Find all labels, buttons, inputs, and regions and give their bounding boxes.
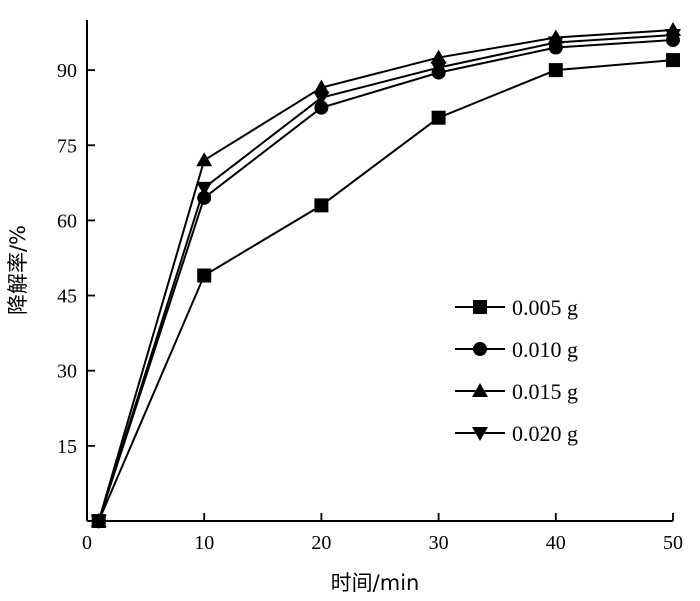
legend-marker [473, 300, 487, 314]
data-point [548, 63, 563, 78]
y-tick-label: 75 [57, 135, 77, 157]
legend-label: 0.015 g [512, 379, 578, 404]
data-point [547, 36, 564, 51]
data-point [314, 198, 329, 213]
legend: 0.005 g 0.010 g 0.015 g 0.020 g [455, 295, 578, 446]
series-line [97, 59, 674, 522]
y-tick-label: 15 [57, 436, 77, 458]
x-axis-ticks: 0 10 20 30 40 50 [82, 513, 683, 554]
legend-label: 0.010 g [512, 337, 578, 362]
y-tick-label: 90 [57, 60, 77, 82]
legend-item: 0.005 g [455, 295, 578, 320]
data-point [197, 268, 212, 283]
data-point [196, 152, 213, 167]
y-tick-label: 30 [57, 361, 77, 383]
data-point [430, 61, 447, 76]
x-tick-label: 30 [429, 532, 449, 554]
legend-label: 0.020 g [512, 421, 578, 446]
x-tick-label: 0 [82, 532, 92, 554]
x-tick-label: 10 [194, 532, 214, 554]
legend-item: 0.010 g [455, 337, 578, 362]
data-point [314, 100, 329, 115]
legend-item: 0.015 g [455, 379, 578, 404]
legend-marker [473, 342, 487, 356]
y-axis-ticks: 15 30 45 60 75 90 [57, 60, 95, 458]
legend-marker [472, 383, 488, 397]
series-3 [90, 29, 681, 529]
data-point [90, 515, 107, 529]
y-tick-label: 60 [57, 210, 77, 232]
x-tick-label: 20 [311, 532, 331, 554]
series-line [97, 39, 674, 522]
x-axis-title: 时间/min [331, 571, 420, 595]
series-line [97, 29, 674, 522]
legend-marker [472, 427, 488, 441]
x-tick-label: 50 [663, 532, 683, 554]
data-point [196, 181, 213, 196]
legend-item: 0.020 g [455, 421, 578, 446]
series-line [97, 34, 674, 522]
series-layer [90, 22, 681, 529]
x-tick-label: 40 [546, 532, 566, 554]
y-axis-title: 降解率/% [6, 225, 30, 315]
y-tick-label: 45 [57, 286, 77, 308]
data-point [431, 110, 446, 125]
plot-frame [86, 20, 673, 522]
data-point [313, 79, 330, 94]
data-point [313, 91, 330, 106]
data-point [430, 49, 447, 64]
data-point [666, 53, 680, 68]
legend-label: 0.005 g [512, 295, 578, 320]
data-point [665, 29, 681, 44]
